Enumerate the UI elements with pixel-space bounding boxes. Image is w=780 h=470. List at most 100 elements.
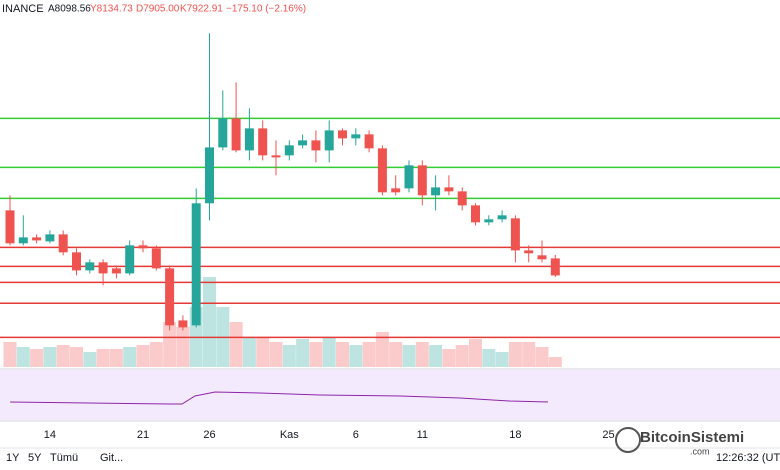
volume-bar	[163, 322, 177, 367]
watermark-logo	[615, 427, 641, 453]
candle-body	[72, 252, 81, 271]
candle-body	[338, 130, 347, 139]
volume-bar	[482, 349, 496, 367]
volume-bar	[176, 327, 190, 367]
range-button[interactable]: 1Y	[6, 452, 20, 464]
volume-bar	[269, 342, 283, 367]
volume-bar	[30, 349, 44, 367]
candle-body	[550, 258, 560, 276]
volume-bar	[522, 342, 536, 367]
candle-body	[231, 118, 241, 151]
ohlc-change: −175.10 (−2.16%)	[226, 4, 306, 15]
candle-body	[138, 245, 148, 249]
candle-body	[351, 134, 361, 139]
volume-bar	[535, 347, 549, 367]
candle-body	[125, 245, 135, 274]
volume-bar	[296, 339, 310, 367]
candle-body	[284, 145, 294, 156]
ohlc-high: Y8134.73	[90, 4, 133, 15]
x-tick-label: 21	[137, 429, 149, 441]
ohlc-close: K7922.91	[180, 4, 223, 15]
candle-body	[165, 268, 175, 326]
volume-bar	[149, 342, 163, 367]
candle-body	[151, 248, 161, 269]
candle-body	[471, 205, 480, 223]
watermark-text: BitcoinSistemi	[640, 429, 744, 446]
volume-bar	[389, 342, 403, 367]
volume-bar	[109, 349, 123, 367]
indicator-pane	[0, 370, 780, 420]
volume-bar	[495, 352, 509, 367]
x-tick-label: 6	[353, 429, 359, 441]
volume-bar	[43, 347, 57, 367]
x-tick-label: 18	[509, 429, 521, 441]
indicator-line	[9, 391, 549, 405]
volume-bar	[3, 342, 17, 367]
volume-bar	[548, 357, 562, 367]
volume-bar	[429, 345, 443, 367]
x-tick-label: 25	[602, 429, 614, 441]
volume-bar	[349, 345, 363, 367]
candle-body	[178, 320, 188, 328]
candle-body	[524, 250, 534, 254]
volume-bar	[402, 345, 416, 367]
volume-bar	[256, 337, 270, 367]
candle-body	[324, 130, 334, 151]
candle-body	[191, 203, 201, 326]
volume-bar	[203, 277, 216, 367]
range-button[interactable]: 5Y	[28, 452, 42, 464]
candle-body	[58, 234, 68, 253]
symbol: INANCE	[2, 3, 44, 15]
candle-body	[457, 191, 467, 206]
volume-bar	[375, 332, 389, 367]
volume-bar	[56, 345, 70, 367]
candle-body	[205, 147, 214, 204]
candle-body	[298, 140, 308, 146]
candle-body	[32, 237, 42, 241]
watermark: BitcoinSistemi .com	[615, 427, 744, 456]
candle-body	[391, 188, 401, 193]
candle-body	[444, 187, 454, 192]
candle-body	[271, 155, 281, 158]
goto-button[interactable]: Git...	[100, 452, 123, 464]
volume-bar	[242, 337, 256, 367]
volume-bar	[415, 342, 429, 367]
candle-body	[98, 262, 108, 274]
range-button[interactable]: Tümü	[50, 452, 78, 464]
candle-body	[218, 118, 228, 148]
volume-bar	[282, 345, 296, 367]
candle-body	[311, 140, 321, 151]
x-tick-label: 14	[44, 429, 56, 441]
candle-body	[244, 128, 254, 151]
candle-body	[431, 187, 441, 196]
candle-body	[258, 128, 268, 156]
volume-bar	[336, 342, 349, 367]
x-tick-label: Kas	[280, 429, 299, 441]
candle-body	[18, 237, 28, 244]
volume-bar	[70, 347, 83, 367]
x-tick-label: 26	[203, 429, 215, 441]
plot	[0, 33, 780, 367]
ohlc-low: D7905.00	[136, 4, 180, 15]
volume-bar	[123, 347, 137, 367]
candle-body	[45, 234, 55, 242]
candle-body	[484, 219, 494, 223]
candle-body	[377, 148, 387, 193]
candle-body	[537, 255, 547, 260]
volume-bar	[309, 342, 323, 367]
volume-bar	[96, 349, 110, 367]
candle-body	[510, 218, 520, 251]
volume-bar	[362, 342, 376, 367]
candle-body	[497, 215, 507, 220]
volume-bar	[508, 342, 522, 367]
candle-body	[5, 210, 15, 244]
clock: 12:26:32 (UTC	[716, 452, 780, 464]
volume-bar	[455, 345, 469, 367]
volume-bar	[469, 339, 482, 367]
volume-bar	[136, 345, 150, 367]
candle-body	[404, 165, 414, 189]
volume-bar	[16, 347, 30, 367]
volume-bar	[442, 349, 456, 367]
